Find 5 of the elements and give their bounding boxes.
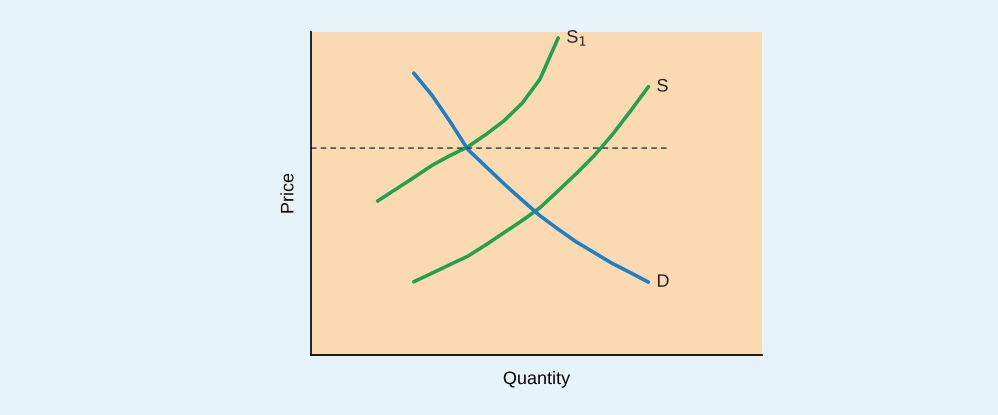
y-axis-title: Price [280,174,294,213]
series-label: S [657,78,668,92]
x-axis-title: Quantity [504,370,570,388]
series-label: S$_{1}$ [567,30,586,46]
series-label: D [658,274,669,287]
